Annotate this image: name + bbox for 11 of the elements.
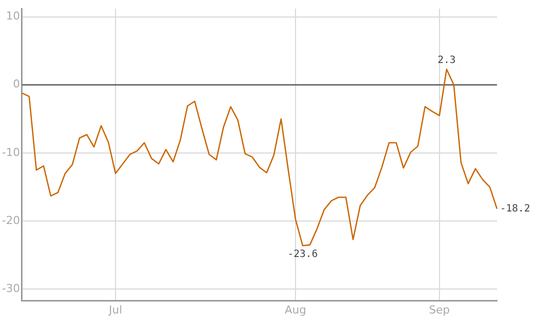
x-tick-label: Jul (108, 303, 122, 316)
x-tick-label: Sep (429, 303, 450, 316)
y-tick-label: -10 (2, 146, 20, 159)
y-tick-label: 0 (12, 78, 20, 91)
y-tick-label: -30 (2, 282, 20, 296)
x-tick-label: Aug (284, 303, 306, 316)
data-label: -23.6 (288, 249, 318, 260)
data-label: 2.3 (438, 54, 456, 66)
data-label: -18.2 (500, 203, 530, 214)
y-tick-label: -20 (2, 214, 20, 227)
y-tick-label: 10 (6, 10, 20, 23)
